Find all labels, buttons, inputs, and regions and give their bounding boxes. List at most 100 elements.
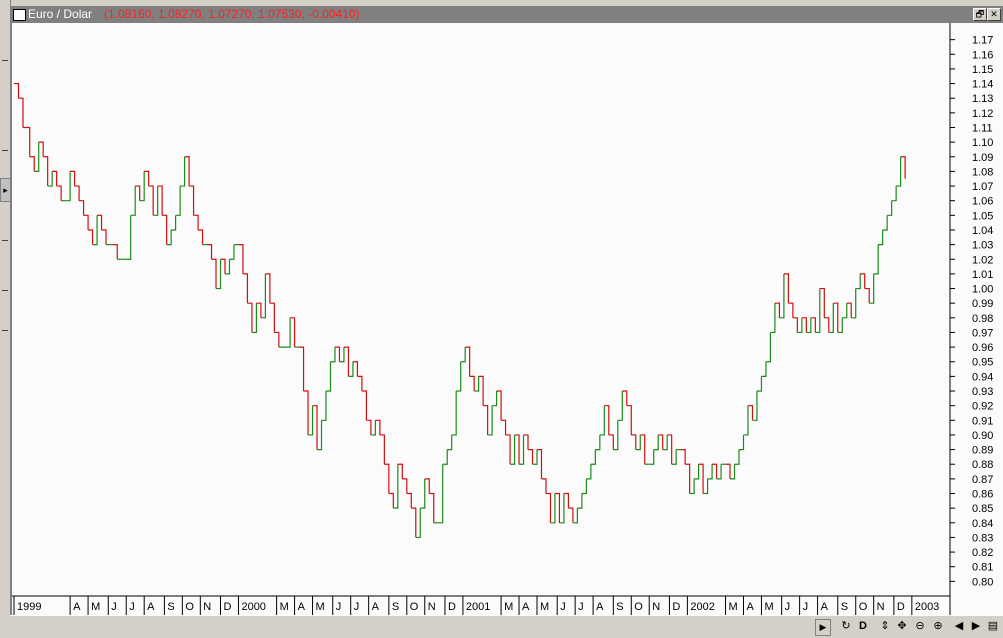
price-chart[interactable]: 0.80 0.81 0.82 0.83 0.84 0.85 0.86 0.87 0.88 0.89… [12, 23, 1003, 615]
x-tick-label: N [428, 601, 436, 613]
series-segment [846, 302, 852, 318]
zoom-in-icon[interactable]: ⊕ [933, 620, 943, 632]
page-icon[interactable]: ▤ [987, 620, 999, 632]
series-segment [806, 317, 812, 334]
x-tick-label: J [336, 601, 342, 613]
series-segment [224, 259, 231, 275]
series-segment [97, 214, 103, 230]
series-segment [878, 229, 884, 246]
series-segment [797, 317, 803, 334]
close-button[interactable]: ✕ [987, 8, 1001, 21]
series-segment [393, 464, 399, 509]
series-segment [833, 302, 839, 333]
y-tick-label: 1.10 [972, 137, 993, 149]
series-segment [451, 391, 457, 436]
series-segment [238, 244, 244, 274]
plot-area[interactable]: 0.80 0.81 0.82 0.83 0.84 0.85 0.86 0.87 0.88 0.89… [10, 23, 1003, 615]
series-segment [554, 492, 561, 523]
x-tick-label: N [877, 601, 885, 613]
series-segment [725, 463, 731, 479]
scroll-right-button[interactable]: ▶ [815, 619, 831, 636]
series-segment [384, 463, 390, 494]
series-segment [148, 185, 154, 216]
x-tick-label: D [224, 601, 232, 613]
d-button[interactable]: D [859, 620, 867, 632]
series-segment [420, 478, 426, 509]
series-segment [242, 273, 249, 304]
series-segment [590, 449, 596, 465]
window-icon [13, 9, 26, 21]
x-tick-label: 2001 [466, 601, 490, 613]
series-segment [501, 419, 507, 435]
series-segment [216, 259, 222, 290]
y-tick-label: 1.05 [972, 210, 993, 222]
series-segment [312, 405, 318, 450]
y-tick-label: 0.97 [972, 327, 993, 339]
zoom-out-icon[interactable]: ⊖ [915, 620, 925, 632]
x-tick-label: 2000 [241, 601, 265, 613]
series-segment [608, 434, 614, 450]
series-segment [761, 361, 767, 377]
series-segment [698, 463, 704, 494]
x-tick-label: M [91, 601, 100, 613]
series-segment [220, 258, 226, 274]
y-tick-label: 0.96 [972, 342, 993, 354]
series-segment [144, 170, 150, 187]
series-segment [211, 258, 217, 289]
series-segment [175, 186, 181, 216]
series-segment [842, 303, 848, 319]
x-tick-label: M [316, 601, 325, 613]
x-tick-label: J [129, 601, 135, 613]
y-tick-label: 0.98 [972, 313, 993, 325]
window-titlebar[interactable]: Euro / Dolar (1.08160, 1.08270, 1.07270,… [10, 6, 1003, 23]
series-segment [855, 273, 861, 290]
series-segment [882, 215, 888, 231]
x-tick-label: S [167, 601, 174, 613]
y-tick-label: 0.94 [972, 371, 993, 383]
series-segment [388, 492, 394, 509]
series-segment [824, 317, 830, 333]
series-segment [563, 492, 570, 509]
series-segment [747, 405, 754, 421]
window-title: Euro / Dolar [28, 7, 93, 21]
series-segment [303, 390, 309, 435]
updown-icon[interactable]: ⇕ [880, 620, 890, 632]
series-segment [662, 434, 668, 451]
y-tick-label: 0.95 [972, 357, 993, 369]
series-segment [801, 317, 807, 333]
series-segment [837, 317, 843, 334]
y-tick-label: 1.11 [972, 122, 993, 134]
series-segment [617, 391, 623, 421]
series-segment [685, 463, 691, 494]
series-segment [74, 185, 80, 201]
x-tick-label: S [392, 601, 399, 613]
refresh-icon[interactable]: ↻ [841, 620, 851, 632]
series-segment [712, 463, 718, 479]
restore-button[interactable]: 🗗 [973, 8, 987, 21]
y-tick-label: 0.86 [972, 489, 993, 501]
series-segment [887, 200, 893, 216]
strip-tick [2, 150, 8, 151]
prev-icon[interactable]: ◀ [954, 620, 964, 632]
series-segment [474, 376, 480, 392]
series-segment [283, 317, 291, 348]
series-segment [465, 346, 471, 377]
series-segment [153, 186, 159, 216]
y-tick-label: 0.89 [972, 445, 993, 457]
series-segment [112, 244, 118, 260]
series-segment [330, 347, 336, 363]
x-tick-label: A [746, 601, 754, 613]
series-segment [891, 186, 897, 202]
x-tick-label: D [897, 601, 905, 613]
y-tick-label: 1.03 [972, 240, 993, 252]
series-segment [815, 288, 821, 334]
series-segment [478, 375, 484, 406]
x-tick-label: M [729, 601, 738, 613]
crosshair-icon[interactable]: ✥ [897, 620, 907, 632]
window-ohlc-values: (1.08160, 1.08270, 1.07270, 1.07530, -0.… [104, 7, 360, 21]
series-segment [260, 273, 266, 319]
next-icon[interactable]: ▶ [971, 620, 981, 632]
series-segment [572, 508, 578, 524]
series-segment [429, 492, 435, 523]
x-tick-label: A [522, 601, 530, 613]
